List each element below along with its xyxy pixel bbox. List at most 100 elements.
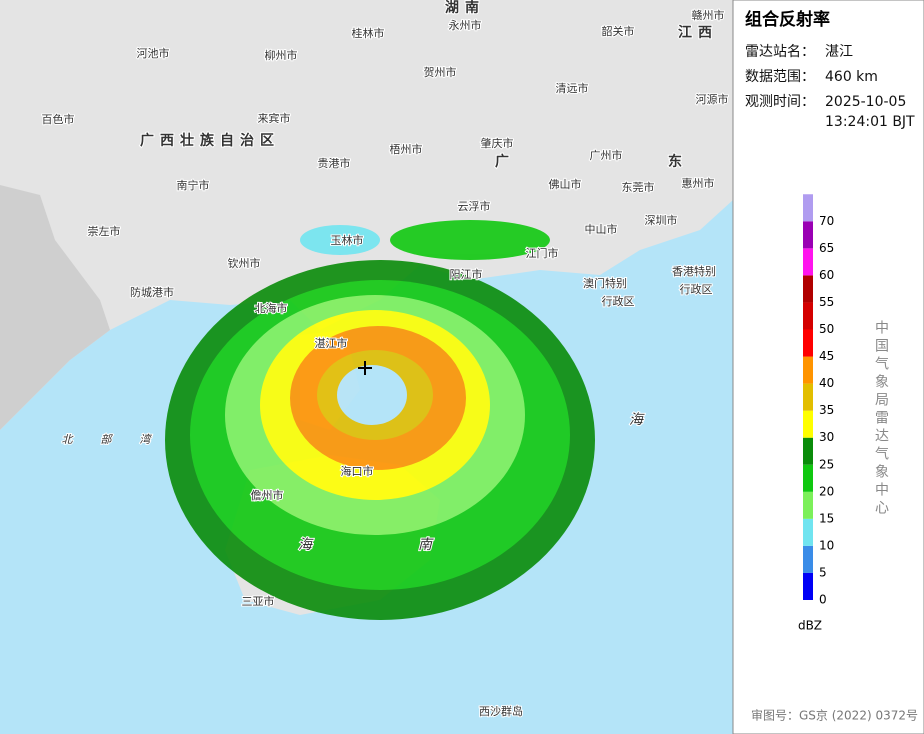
legend-swatch bbox=[803, 437, 813, 465]
place-label: 海 bbox=[629, 412, 645, 428]
legend-swatch bbox=[803, 302, 813, 330]
place-label: 江门市 bbox=[526, 246, 559, 260]
legend-swatch bbox=[803, 329, 813, 357]
place-label: 阳江市 bbox=[450, 267, 483, 281]
legend-label: 60 bbox=[819, 268, 834, 282]
place-label: 广 bbox=[495, 153, 515, 170]
legend-swatch bbox=[803, 248, 813, 276]
place-label: 永州市 bbox=[449, 18, 482, 32]
place-label: 钦州市 bbox=[228, 256, 261, 270]
place-label: 崇左市 bbox=[88, 224, 121, 238]
place-label: 惠州市 bbox=[682, 176, 715, 190]
radar-echo bbox=[165, 220, 595, 620]
place-label: 来宾市 bbox=[258, 111, 291, 125]
legend-swatch bbox=[803, 356, 813, 384]
place-label: 海口市 bbox=[341, 464, 374, 478]
place-label: 香港特别 bbox=[672, 264, 716, 278]
info-label: 数据范围： bbox=[745, 68, 815, 85]
legend-swatch bbox=[803, 221, 813, 249]
place-label: 河源市 bbox=[696, 92, 729, 106]
info-value: 460 km bbox=[825, 69, 878, 85]
place-label: 桂林市 bbox=[352, 26, 385, 40]
place-label: 行政区 bbox=[602, 294, 635, 308]
place-label: 湛江市 bbox=[315, 336, 348, 350]
eye bbox=[337, 365, 407, 425]
place-label: 东 bbox=[668, 153, 688, 170]
footer: 审图号：GS京 (2022) 0372号 bbox=[751, 708, 918, 723]
legend-swatch bbox=[803, 410, 813, 438]
info-label: 观测时间： bbox=[745, 94, 815, 110]
legend-label: 55 bbox=[819, 295, 834, 309]
legend-swatch bbox=[803, 572, 813, 600]
place-label: 玉林市 bbox=[331, 233, 364, 247]
legend-label: 45 bbox=[819, 349, 834, 363]
credit: 中国气象局雷达气象中心 bbox=[873, 320, 889, 518]
place-label: 东莞市 bbox=[622, 180, 655, 194]
info-label: 雷达站名： bbox=[745, 44, 815, 60]
legend-label: 70 bbox=[819, 214, 834, 228]
info-value: 2025-10-05 bbox=[825, 94, 906, 110]
place-label: 江西 bbox=[678, 24, 718, 41]
place-label: 云浮市 bbox=[458, 199, 491, 213]
legend-unit: dBZ bbox=[798, 619, 822, 633]
legend-swatch bbox=[803, 275, 813, 303]
place-label: 北部湾 bbox=[62, 433, 179, 446]
legend-swatch bbox=[803, 491, 813, 519]
legend-swatch bbox=[803, 194, 813, 222]
mainland bbox=[0, 0, 733, 430]
place-label: 南 bbox=[418, 537, 434, 553]
legend-label: 35 bbox=[819, 403, 834, 417]
place-label: 北海市 bbox=[255, 301, 288, 315]
legend-swatch bbox=[803, 545, 813, 573]
place-label: 三亚市 bbox=[242, 594, 275, 608]
place-label: 广州市 bbox=[590, 148, 623, 162]
panel-title: 组合反射率 bbox=[745, 9, 830, 30]
neighbor-land bbox=[0, 185, 110, 430]
legend-label: 5 bbox=[819, 565, 827, 579]
place-label: 广西壮族自治区 bbox=[140, 132, 280, 149]
place-label: 湖南 bbox=[445, 0, 485, 16]
place-label: 佛山市 bbox=[549, 177, 582, 191]
place-label: 南宁市 bbox=[177, 178, 210, 192]
place-label: 贺州市 bbox=[424, 65, 457, 79]
place-label: 行政区 bbox=[680, 282, 713, 296]
place-label: 儋州市 bbox=[251, 488, 284, 502]
place-label: 肇庆市 bbox=[481, 136, 514, 150]
place-label: 贵港市 bbox=[318, 156, 351, 170]
place-label: 韶关市 bbox=[602, 24, 635, 38]
legend-label: 30 bbox=[819, 430, 834, 444]
place-label: 梧州市 bbox=[390, 142, 423, 156]
place-label: 海 bbox=[298, 537, 314, 553]
place-label: 中山市 bbox=[585, 222, 618, 236]
legend-swatch bbox=[803, 518, 813, 546]
info-panel bbox=[732, 0, 924, 734]
time-line2: 13:24:01 BJT bbox=[825, 114, 915, 130]
credit-text: 中国气象局雷达气象中心 bbox=[873, 320, 889, 518]
place-label: 防城港市 bbox=[130, 285, 174, 299]
legend-swatch bbox=[803, 464, 813, 492]
place-label: 河池市 bbox=[137, 46, 170, 60]
place-label: 深圳市 bbox=[645, 213, 678, 227]
legend-label: 10 bbox=[819, 538, 834, 552]
legend-label: 65 bbox=[819, 241, 834, 255]
place-label: 柳州市 bbox=[265, 48, 298, 62]
legend-swatch bbox=[803, 383, 813, 411]
info-value: 湛江 bbox=[825, 44, 853, 60]
legend-label: 40 bbox=[819, 376, 834, 390]
place-label: 清远市 bbox=[556, 81, 589, 95]
legend-label: 20 bbox=[819, 484, 834, 498]
echo bbox=[390, 220, 550, 260]
place-label: 百色市 bbox=[42, 112, 75, 126]
legend-label: 25 bbox=[819, 457, 834, 471]
legend-label: 0 bbox=[819, 593, 827, 607]
radar-site bbox=[358, 361, 372, 375]
legend-label: 15 bbox=[819, 511, 834, 525]
place-label: 赣州市 bbox=[692, 8, 725, 22]
place-label: 西沙群岛 bbox=[479, 704, 523, 718]
echo bbox=[300, 225, 380, 255]
legend-label: 50 bbox=[819, 322, 834, 336]
place-label: 澳门特别 bbox=[583, 276, 627, 290]
